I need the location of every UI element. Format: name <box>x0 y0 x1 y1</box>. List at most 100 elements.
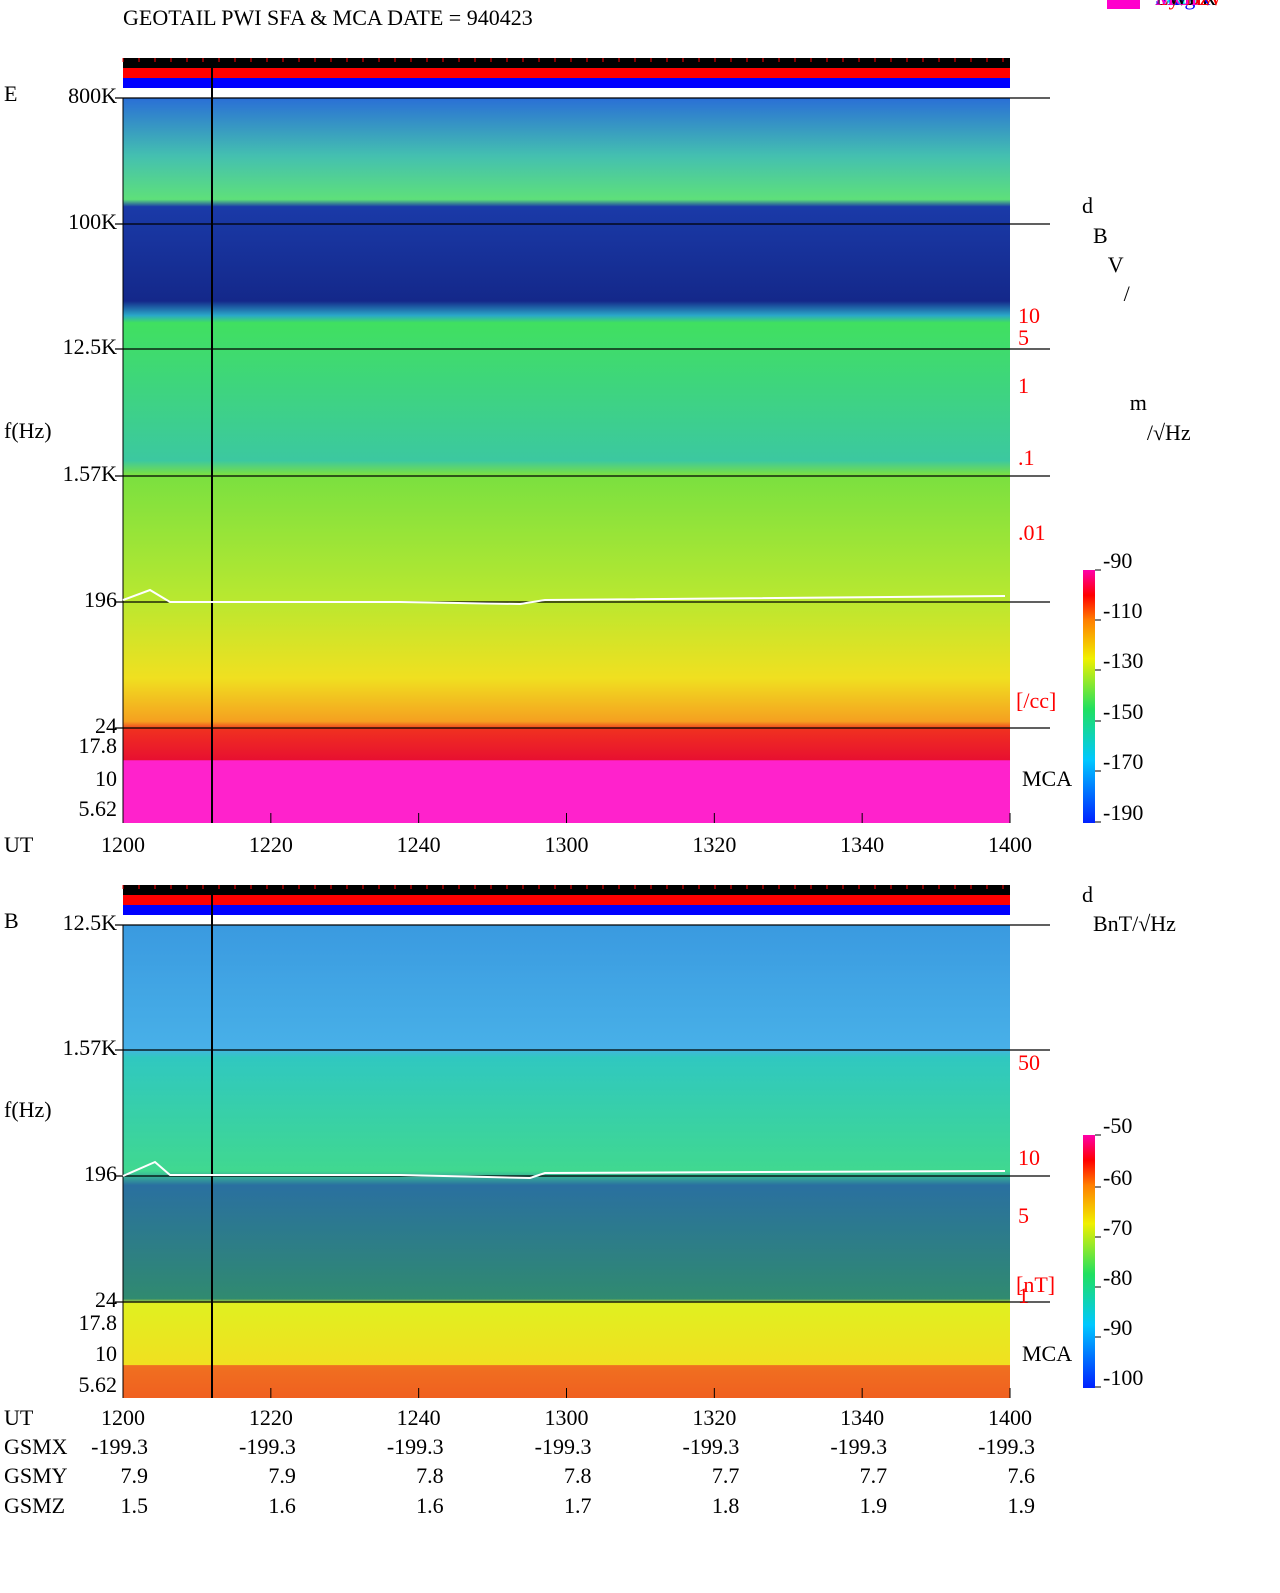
y-axis-label: f(Hz) <box>4 418 52 443</box>
panel-label: B <box>4 908 19 933</box>
orbit-value: 7.9 <box>121 1463 149 1488</box>
orbit-value: 1.6 <box>416 1493 444 1518</box>
density-tick-label: 5 <box>1018 1203 1029 1228</box>
colorbar-label: -90 <box>1103 548 1132 573</box>
x-tick-label: 1340 <box>840 1405 884 1430</box>
orbit-value: -199.3 <box>683 1434 740 1459</box>
y-tick-label: 17.8 <box>79 1310 118 1335</box>
x-tick-label: 1240 <box>397 832 441 857</box>
y-tick-label: 12.5K <box>63 910 118 935</box>
colorbar-label: -50 <box>1103 1113 1132 1138</box>
x-tick-label: 1320 <box>692 1405 736 1430</box>
orbit-value: 7.9 <box>268 1463 296 1488</box>
legend-swatch <box>1107 0 1140 9</box>
orbit-label: GSMX <box>4 1434 68 1459</box>
legend-label: Ey Bz <box>1155 0 1210 10</box>
legend-label: PWI <box>1155 0 1195 10</box>
y-tick-label: 17.8 <box>79 733 118 758</box>
y-tick-label: 196 <box>84 587 117 612</box>
orbit-value: 7.8 <box>564 1463 592 1488</box>
mca-label: MCA <box>1022 766 1072 791</box>
density-tick-label: 10 <box>1018 1145 1040 1170</box>
orbit-value: 1.6 <box>268 1493 296 1518</box>
y-tick-label: 10 <box>95 1341 117 1366</box>
panel-label: E <box>4 81 17 106</box>
orbit-value: 1.9 <box>860 1493 888 1518</box>
time-label: UT <box>4 1405 34 1430</box>
colorbar-label: -80 <box>1103 1265 1132 1290</box>
density-tick-label: 10 <box>1018 303 1040 328</box>
x-tick-label: 1200 <box>101 1405 145 1430</box>
status-bar <box>123 58 1010 68</box>
orbit-value: 7.6 <box>1008 1463 1036 1488</box>
orbit-value: -199.3 <box>535 1434 592 1459</box>
spectrogram <box>123 925 1010 1398</box>
orbit-value: -199.3 <box>830 1434 887 1459</box>
orbit-value: 7.7 <box>712 1463 740 1488</box>
status-bar <box>123 905 1010 915</box>
orbit-value: -199.3 <box>239 1434 296 1459</box>
x-tick-label: 1220 <box>249 832 293 857</box>
y-tick-label: 10 <box>95 766 117 791</box>
legend-label: MemW <box>1155 0 1222 10</box>
y-tick-label: 24 <box>95 713 117 738</box>
legend-label: MemR <box>1155 0 1216 10</box>
density-tick-label: 50 <box>1018 1050 1040 1075</box>
orbit-value: -199.3 <box>91 1434 148 1459</box>
orbit-value: 1.7 <box>564 1493 592 1518</box>
status-bar <box>123 68 1010 78</box>
orbit-value: 1.9 <box>1008 1493 1036 1518</box>
y-tick-label: 5.62 <box>79 1372 118 1397</box>
x-tick-label: 1300 <box>545 832 589 857</box>
density-tick-label: .1 <box>1018 445 1035 470</box>
legend-label: Ex Bx <box>1155 0 1211 10</box>
density-tick-label: 1 <box>1018 1283 1029 1308</box>
colorbar-label: -60 <box>1103 1165 1132 1190</box>
colorbar-unit: dBV/m/√Hz <box>1082 193 1191 445</box>
colorbar-label: -130 <box>1103 648 1143 673</box>
status-bar <box>123 78 1010 88</box>
y-tick-label: 100K <box>68 209 117 234</box>
legend-label: Sing <box>1155 0 1195 10</box>
status-bar <box>123 895 1010 905</box>
y-tick-label: 24 <box>95 1287 117 1312</box>
colorbar-label: -100 <box>1103 1365 1143 1390</box>
x-tick-label: 1340 <box>840 832 884 857</box>
plasma-line <box>122 1160 1006 1180</box>
orbit-value: -199.3 <box>978 1434 1035 1459</box>
density-unit: [/cc] <box>1016 688 1056 713</box>
orbit-value: 7.7 <box>860 1463 888 1488</box>
density-unit: [nT] <box>1016 1272 1055 1297</box>
x-tick-label: 1400 <box>988 1405 1032 1430</box>
status-bar <box>123 885 1010 895</box>
mca-label: MCA <box>1022 1341 1072 1366</box>
y-tick-label: 5.62 <box>79 796 118 821</box>
legend-label: Dual <box>1155 0 1198 10</box>
y-tick-label: 196 <box>84 1161 117 1186</box>
colorbar-label: -90 <box>1103 1315 1132 1340</box>
title: GEOTAIL PWI SFA & MCA DATE = 940423 <box>123 5 533 30</box>
colorbar-unit: dBnT/√Hz <box>1082 882 1176 936</box>
orbit-label: GSMZ <box>4 1493 65 1518</box>
y-tick-label: 800K <box>68 83 117 108</box>
orbit-value: 7.8 <box>416 1463 444 1488</box>
y-tick-label: 12.5K <box>63 334 118 359</box>
x-tick-label: 1320 <box>692 832 736 857</box>
colorbar-label: -190 <box>1103 800 1143 825</box>
colorbar-label: -150 <box>1103 699 1143 724</box>
colorbar <box>1083 570 1095 823</box>
orbit-value: 1.5 <box>121 1493 149 1518</box>
colorbar-label: -170 <box>1103 749 1143 774</box>
orbit-value: -199.3 <box>387 1434 444 1459</box>
x-tick-label: 1200 <box>101 832 145 857</box>
y-axis-label: f(Hz) <box>4 1097 52 1122</box>
x-tick-label: 1220 <box>249 1405 293 1430</box>
time-label: UT <box>4 832 34 857</box>
spectrogram <box>123 98 1010 823</box>
x-tick-label: 1300 <box>545 1405 589 1430</box>
legend-label: MGF <box>1155 0 1203 10</box>
colorbar-label: -110 <box>1103 598 1143 623</box>
density-tick-label: .01 <box>1018 520 1046 545</box>
density-tick-label: 1 <box>1018 373 1029 398</box>
